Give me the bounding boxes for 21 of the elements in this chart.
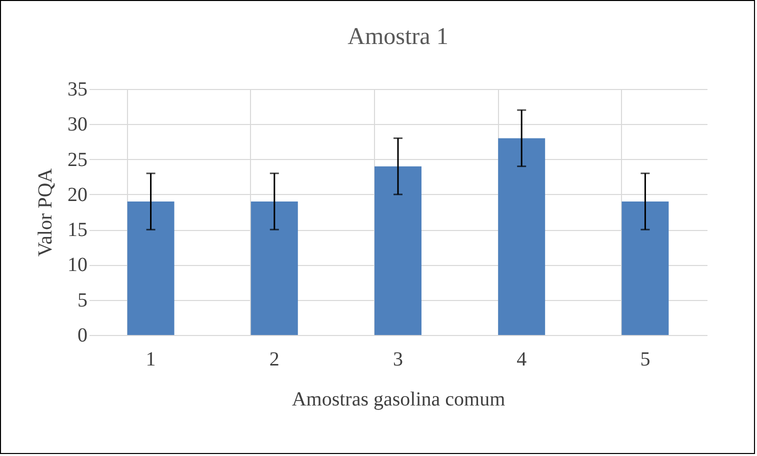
x-axis-title: Amostras gasolina comum <box>292 388 506 410</box>
x-tick-label: 3 <box>393 348 403 370</box>
chart-title: Amostra 1 <box>348 24 448 50</box>
y-tick-label: 25 <box>68 148 88 171</box>
y-tick-label: 0 <box>78 324 88 346</box>
bar <box>127 201 174 335</box>
bar <box>622 201 669 335</box>
x-tick-label: 2 <box>269 348 280 370</box>
y-tick-label: 5 <box>78 289 88 312</box>
x-tick-label: 5 <box>640 348 650 370</box>
bar <box>498 138 546 335</box>
y-tick-label: 20 <box>68 184 88 206</box>
bar <box>374 166 422 335</box>
x-tick-label: 4 <box>516 348 527 370</box>
y-axis-title: Valor PQA <box>34 168 56 257</box>
x-tick-label: 1 <box>146 348 156 370</box>
y-tick-label: 35 <box>68 78 88 100</box>
bar <box>250 201 298 335</box>
y-tick-label: 30 <box>68 114 88 136</box>
y-tick-label: 10 <box>68 254 88 276</box>
y-tick-label: 15 <box>68 219 88 242</box>
